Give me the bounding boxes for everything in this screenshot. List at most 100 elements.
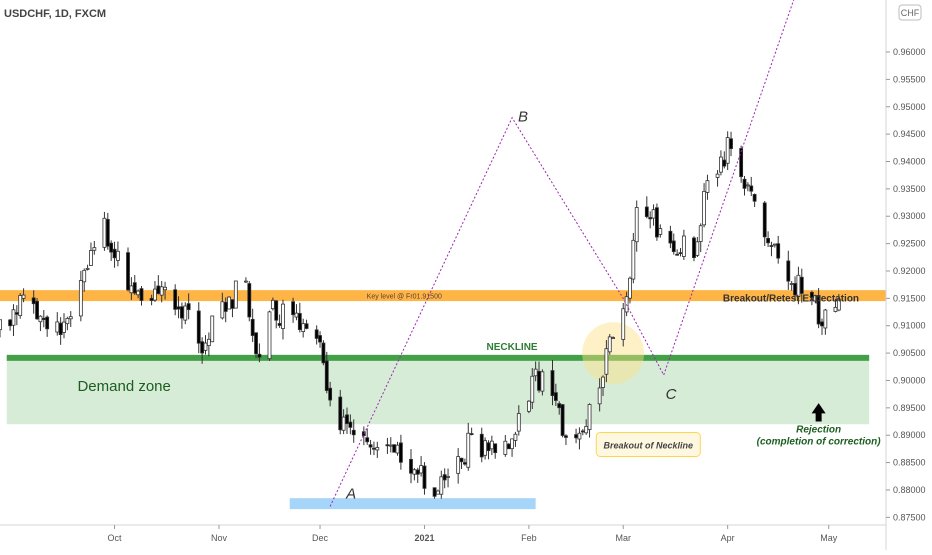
- x-tick-label: Mar: [615, 533, 631, 543]
- candle: [45, 315, 50, 337]
- candle-body-down: [156, 285, 161, 295]
- candle-body-down: [766, 237, 770, 244]
- candle: [105, 212, 110, 250]
- candle-body-up: [92, 247, 97, 251]
- x-tick-label: Oct: [108, 533, 123, 543]
- candle: [527, 400, 531, 414]
- candle-body-up: [628, 277, 632, 299]
- candle: [227, 296, 231, 310]
- candle-body-up: [163, 286, 167, 291]
- candle-body-up: [203, 342, 208, 351]
- abc-pattern-line[interactable]: [329, 0, 798, 507]
- candle-body-down: [338, 396, 343, 431]
- candle: [183, 302, 188, 325]
- candle: [580, 429, 585, 436]
- y-tick-label: 0.96000: [893, 47, 926, 57]
- candle-body-down: [8, 319, 13, 327]
- candle: [432, 487, 437, 499]
- y-tick-label: 0.91000: [893, 321, 926, 331]
- candle-body-up: [836, 298, 841, 311]
- rejection-sub-label: (completion of correction): [757, 436, 882, 447]
- candle-body-down: [675, 253, 680, 256]
- currency-badge[interactable]: [898, 4, 922, 21]
- candle-body-down: [550, 370, 555, 397]
- candle: [550, 360, 555, 406]
- candle-body-up: [584, 426, 589, 434]
- breakout-highlight: [582, 322, 645, 385]
- candle-body-up: [102, 217, 107, 248]
- price-axis-panel[interactable]: [886, 0, 932, 550]
- candle: [809, 290, 814, 306]
- candle-body-down: [415, 469, 420, 475]
- candle: [601, 375, 605, 397]
- candle-body-down: [580, 430, 585, 433]
- low-zone-band[interactable]: [289, 498, 536, 510]
- candle-body-up: [21, 294, 26, 299]
- candle-body-down: [368, 444, 373, 448]
- candle-body-down: [31, 297, 36, 305]
- candle-body-down: [250, 318, 255, 336]
- candle-body-down: [752, 193, 757, 202]
- candle: [648, 211, 653, 229]
- candle-body-up: [698, 225, 703, 242]
- candle: [21, 288, 26, 303]
- candle: [372, 441, 376, 456]
- candle-body-down: [277, 323, 282, 326]
- demand-zone[interactable]: [6, 355, 870, 425]
- candle: [419, 456, 424, 477]
- candle-body-down: [409, 458, 413, 474]
- breakout-callout-box[interactable]: [595, 431, 701, 457]
- candle: [375, 441, 380, 458]
- candle: [749, 176, 754, 197]
- candle: [621, 303, 626, 347]
- rejection-arrow-icon: [811, 403, 826, 422]
- candle-body-up: [294, 312, 299, 318]
- x-tick-label: Feb: [521, 533, 537, 543]
- candle-body-up: [705, 180, 710, 193]
- candle-body-down: [462, 462, 467, 465]
- candle: [695, 236, 700, 258]
- retest-expectation-label: Breakout/Retest Expectation: [723, 294, 859, 305]
- candle: [398, 434, 403, 470]
- candle: [816, 288, 821, 329]
- candle: [574, 428, 578, 444]
- point-a-label: A: [345, 485, 356, 502]
- candle: [560, 403, 565, 438]
- candle: [587, 403, 592, 438]
- overlay-layer: A B C Key level @ Fr01.91500 NECKLINE Demand …: [77, 0, 882, 507]
- y-tick-label: 0.92000: [893, 266, 926, 276]
- candle-body-down: [328, 387, 333, 401]
- candle-body-down: [254, 332, 258, 355]
- candle-body-up: [695, 241, 700, 256]
- neckline-band[interactable]: [6, 354, 870, 361]
- candle-body-up: [702, 191, 706, 226]
- candle-body-down: [385, 444, 390, 447]
- candle-body-up: [220, 301, 225, 319]
- y-tick-label: 0.90000: [893, 375, 926, 385]
- candle: [722, 151, 727, 169]
- candle-body-up: [489, 440, 494, 450]
- candle: [348, 414, 353, 435]
- candle: [395, 441, 400, 456]
- candle: [442, 468, 447, 489]
- candle-body-down: [318, 335, 322, 343]
- candle: [257, 343, 262, 363]
- key-level-band[interactable]: [0, 290, 886, 302]
- candle-body-up: [159, 286, 164, 296]
- candle-body-down: [678, 252, 683, 255]
- candle-body-down: [345, 414, 349, 425]
- candle-body-down: [173, 289, 178, 310]
- candle: [631, 232, 636, 284]
- candle: [338, 389, 343, 435]
- candle-body-up: [153, 288, 157, 301]
- candle-body-down: [820, 321, 824, 327]
- candle-body-up: [116, 250, 120, 261]
- candle: [0, 319, 2, 338]
- candle-body-down: [180, 306, 184, 319]
- candle: [671, 233, 676, 255]
- candle: [628, 276, 632, 304]
- candle-body-down: [762, 202, 767, 238]
- candle: [186, 293, 191, 320]
